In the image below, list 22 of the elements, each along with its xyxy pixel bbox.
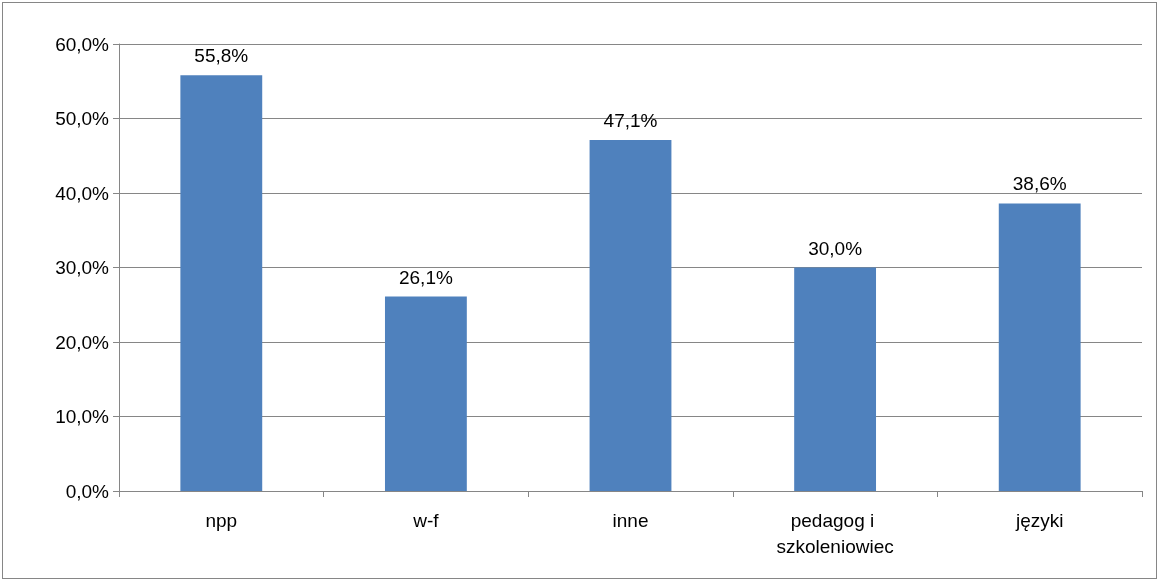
y-tick-label: 0,0% [65,480,110,502]
x-tick-label: npp [205,509,238,531]
x-tick-label: pedagog i szkoleniowiec [776,509,894,557]
y-tick-label: 60,0% [55,33,110,55]
data-label: 30,0% [808,237,863,259]
y-tick-label: 30,0% [55,257,110,278]
bar [384,296,467,491]
y-tick-label: 50,0% [55,108,110,129]
data-label: 47,1% [603,110,658,132]
data-label: 38,6% [1012,173,1067,195]
data-label: 26,1% [398,266,453,288]
y-tick-label: 20,0% [55,331,110,353]
y-tick-label: 40,0% [55,182,110,204]
x-tick-label: języki [1014,509,1064,531]
y-tick-label: 10,0% [55,406,110,427]
x-tick-label: w-f [412,509,440,531]
x-tick-label: inne [612,509,649,531]
bar [180,75,263,491]
bar [998,203,1081,491]
bar [794,267,877,491]
bar [589,140,672,491]
data-label: 55,8% [194,45,249,67]
